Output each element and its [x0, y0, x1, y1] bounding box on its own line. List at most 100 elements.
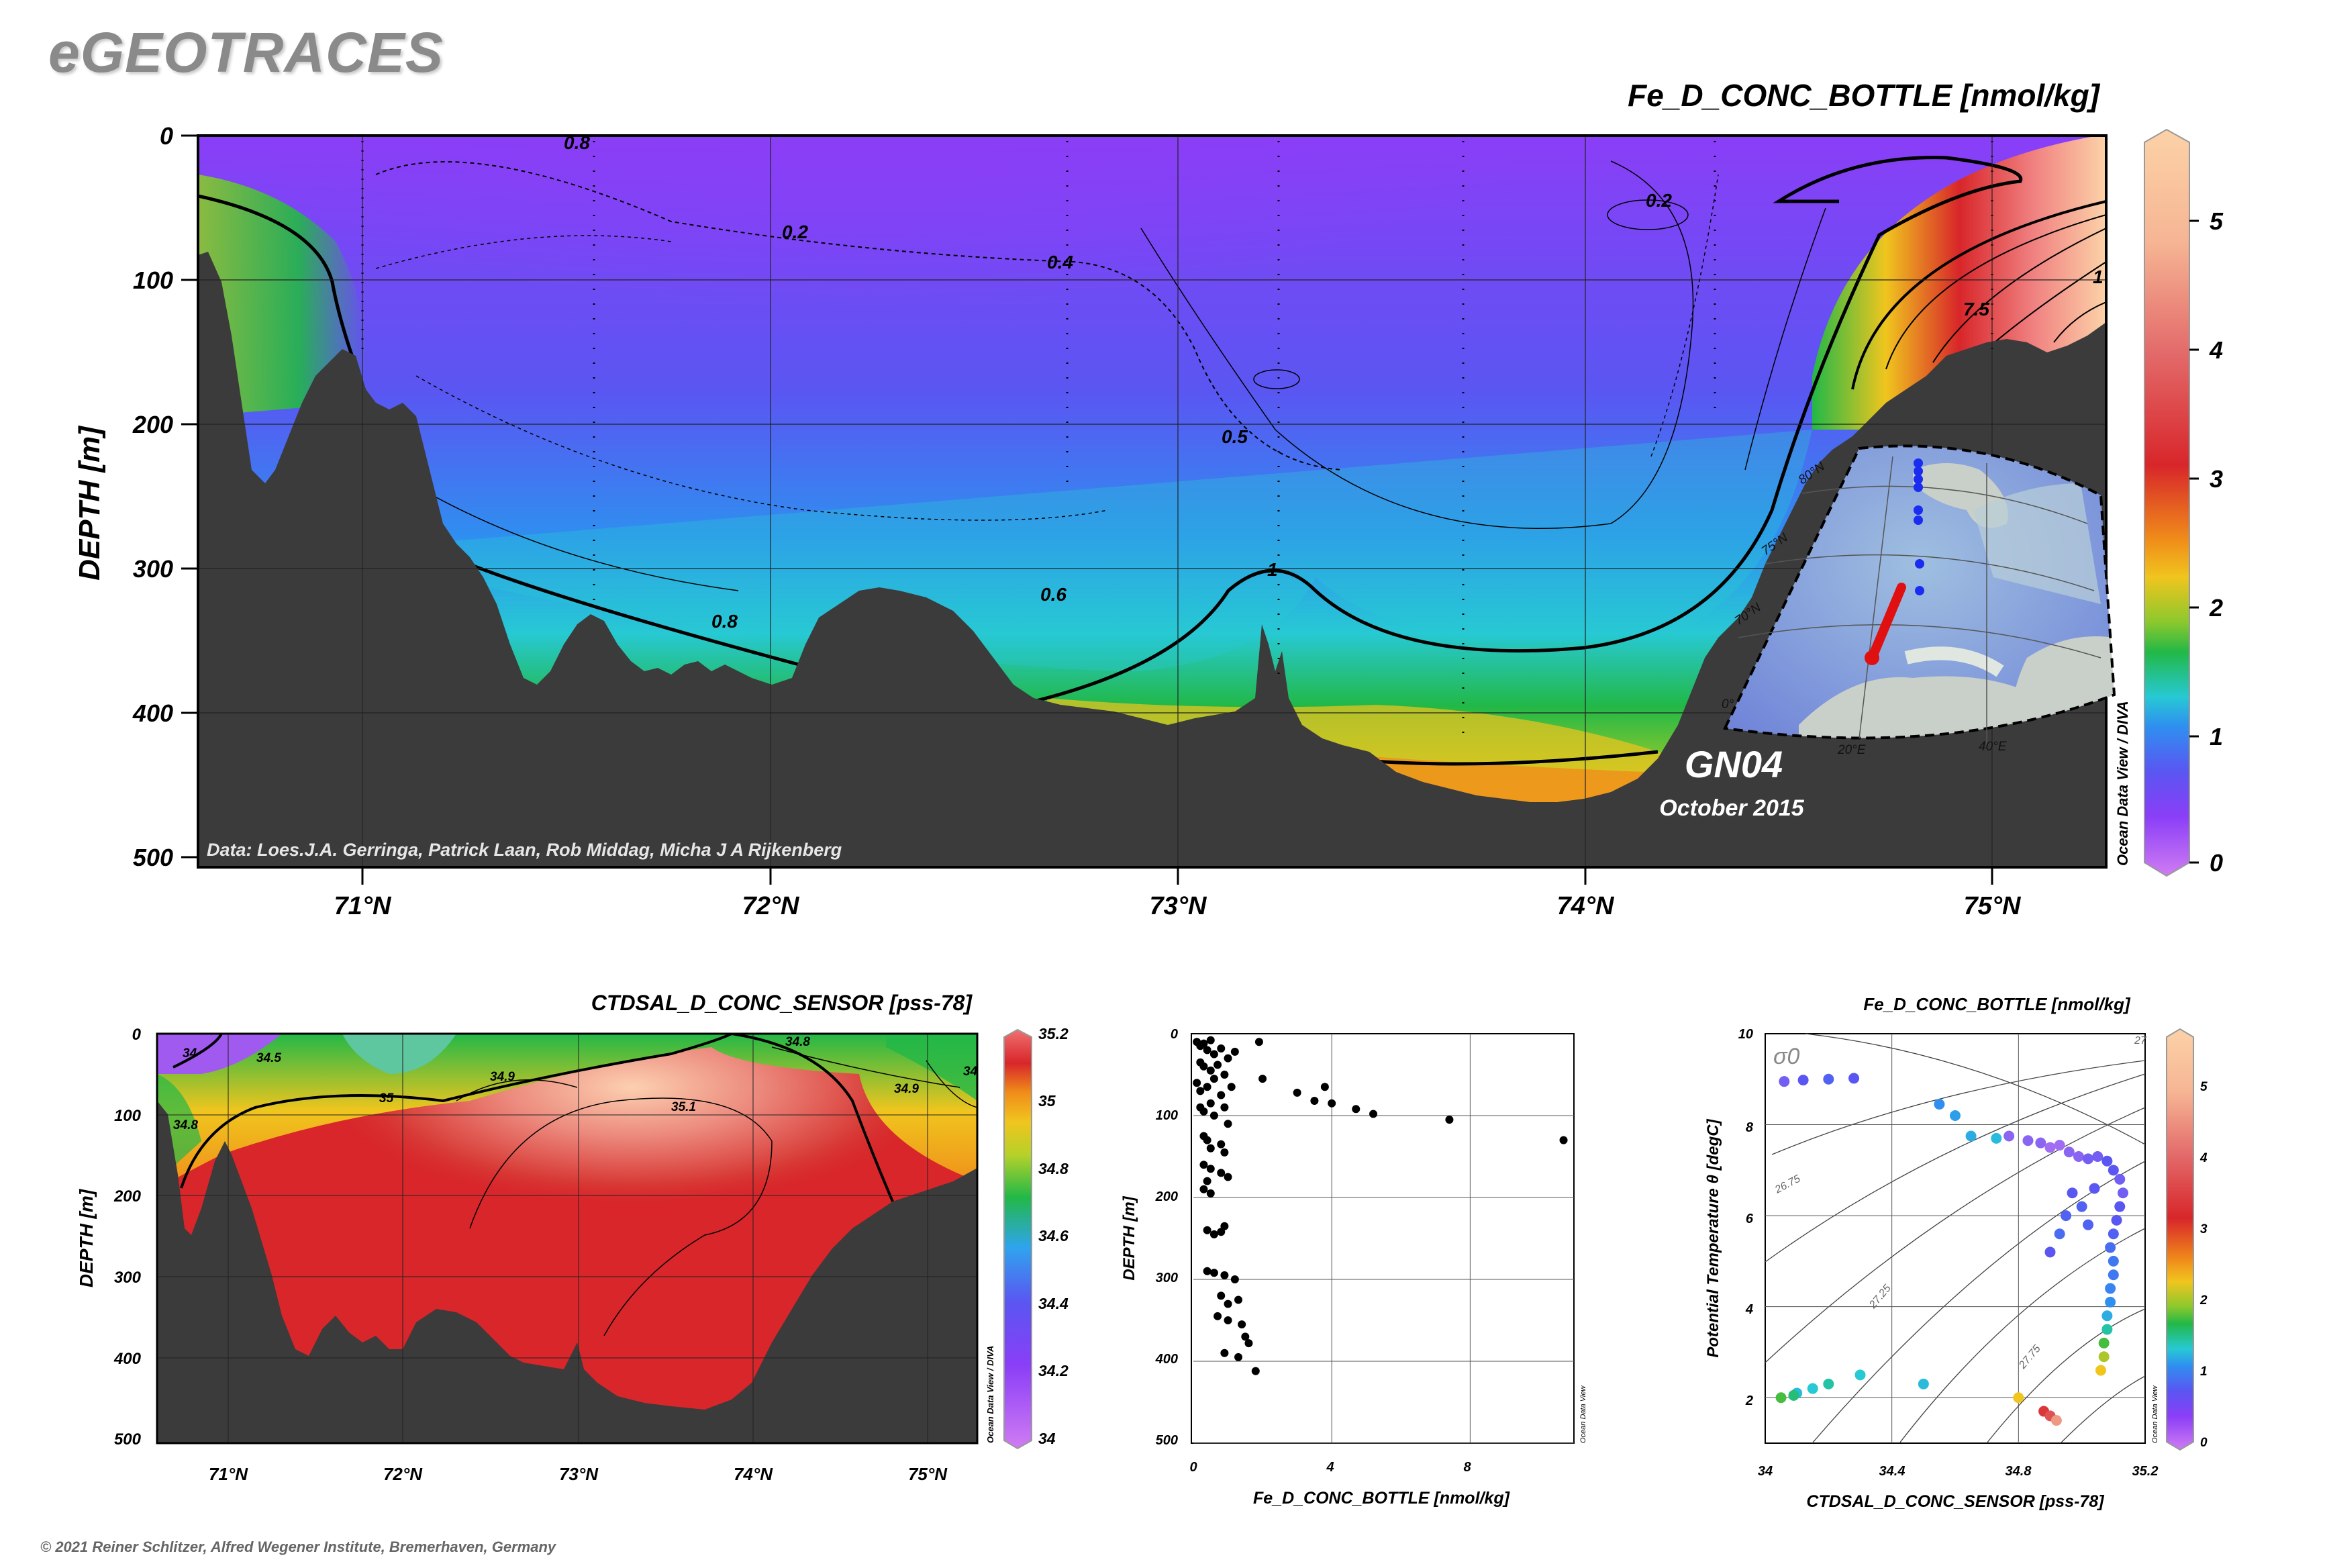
egeotraces-logo: eGEOTRACES [48, 21, 444, 84]
profile-point [1328, 1099, 1336, 1108]
salinity-x-tick: 72°N [383, 1464, 423, 1484]
ts-point [2022, 1135, 2034, 1146]
profile-point [1206, 1189, 1215, 1197]
salinity-section-title: CTDSAL_D_CONC_SENSOR [pss-78] [591, 991, 973, 1015]
profile-point [1203, 1083, 1211, 1091]
fe-contour-label: 0.4 [1047, 252, 1073, 273]
profile-point [1244, 1339, 1253, 1348]
profile-point [1199, 1039, 1208, 1048]
fe-profile-scatter-chart: DEPTH [m] 0 100 200 300 400 500 0 4 8 Fe… [1120, 1027, 1587, 1508]
fe-y-tick: 500 [133, 844, 173, 871]
ts-point [1788, 1389, 1799, 1401]
profile-point [1224, 1054, 1232, 1063]
profile-point [1238, 1320, 1246, 1329]
salinity-y-tick: 400 [113, 1350, 142, 1368]
salinity-colorbar-tick: 34 [1038, 1430, 1056, 1447]
profile-odv-label: Ocean Data View [1579, 1385, 1587, 1443]
fe-data-credit: Data: Loes.J.A. Gerringa, Patrick Laan, … [207, 840, 842, 860]
fe-colorbar-tick: 4 [2209, 336, 2223, 364]
salinity-y-tick: 300 [114, 1269, 142, 1287]
fe-colorbar-tick: 5 [2210, 207, 2224, 235]
ts-point [2083, 1219, 2094, 1230]
fe-contour-label: 7.5 [1963, 299, 1989, 320]
ts-colorbar-tick: 2 [2199, 1293, 2208, 1308]
salinity-colorbar-tick: 34.8 [1038, 1160, 1069, 1177]
salinity-colorbar-tick: 34.2 [1038, 1362, 1069, 1379]
profile-point [1206, 1066, 1215, 1075]
profile-point [1445, 1116, 1454, 1124]
profile-point [1217, 1091, 1226, 1099]
ts-point [2089, 1183, 2100, 1194]
fe-contour-label: 0.2 [782, 222, 808, 242]
ts-x-tick: 35.2 [2132, 1464, 2159, 1479]
ts-scatter-chart: Fe_D_CONC_BOTTLE [nmol/kg] σ0 26.75 27.2… [1704, 994, 2208, 1511]
profile-point [1352, 1105, 1360, 1114]
profile-point [1220, 1148, 1229, 1157]
profile-point [1214, 1312, 1222, 1320]
ts-point [1775, 1392, 1787, 1404]
profile-x-tick: 4 [1326, 1460, 1334, 1475]
ts-isopycnal-label: 27 [2134, 1035, 2147, 1046]
ts-x-tick: 34.4 [1879, 1464, 1905, 1479]
ts-point [1797, 1075, 1809, 1086]
fe-contour-label: 0.8 [564, 132, 590, 153]
profile-point [1241, 1332, 1250, 1341]
map-lon-label: 40°E [1979, 740, 2007, 754]
ts-point [2095, 1365, 2106, 1376]
profile-point [1209, 1230, 1218, 1238]
profile-point [1214, 1061, 1222, 1069]
ts-point [2044, 1246, 2056, 1258]
cruise-date-label: October 2015 [1659, 795, 1805, 821]
profile-point [1220, 1103, 1229, 1112]
ts-x-axis-label: CTDSAL_D_CONC_SENSOR [pss-78] [1806, 1492, 2105, 1511]
ts-point [2054, 1228, 2065, 1240]
salinity-colorbar-tick: 34.4 [1038, 1295, 1069, 1312]
ts-odv-label: Ocean Data View [2151, 1385, 2159, 1443]
profile-point [1199, 1185, 1208, 1193]
ts-point [2108, 1228, 2119, 1240]
salinity-x-tick: 71°N [209, 1464, 248, 1484]
ts-point [1965, 1130, 1977, 1142]
fe-contour-label: 1 [2093, 266, 2103, 287]
profile-point [1217, 1169, 1226, 1177]
ts-isopycnals [1765, 1033, 2146, 1444]
ts-point [2098, 1337, 2110, 1349]
profile-point [1224, 1173, 1232, 1181]
fe-section-field [198, 136, 2106, 867]
fe-x-tick: 73°N [1150, 892, 1207, 920]
salinity-section-chart: CTDSAL_D_CONC_SENSOR [pss-78] [76, 991, 1069, 1484]
fe-colorbar-tick: 3 [2210, 465, 2223, 493]
salinity-y-tick: 200 [113, 1187, 142, 1206]
fe-contour-label: 0.6 [1040, 584, 1067, 605]
profile-point [1227, 1083, 1236, 1091]
fe-section-seafloor [198, 252, 2106, 867]
fe-contour-label: 0.5 [1222, 426, 1248, 447]
ts-point [2035, 1137, 2046, 1148]
ts-point [2073, 1151, 2084, 1162]
profile-point [1199, 1161, 1208, 1169]
ts-point [1854, 1369, 1866, 1381]
salinity-odv-label: Ocean Data View / DIVA [985, 1346, 995, 1443]
map-lon-label: 0° [1722, 697, 1734, 712]
ts-colorbar [2166, 1028, 2194, 1451]
station-label: GN04 [1685, 743, 1783, 785]
salinity-contour-label: 34.8 [785, 1035, 810, 1049]
ts-point [1779, 1076, 1790, 1087]
profile-point [1206, 1165, 1215, 1173]
ts-colorbar-tick: 0 [2200, 1436, 2208, 1450]
salinity-contour-label: 35 [379, 1091, 394, 1106]
ts-point [2108, 1269, 2119, 1281]
ts-title: Fe_D_CONC_BOTTLE [nmol/kg] [1863, 994, 2131, 1014]
ts-point [2117, 1187, 2128, 1199]
profile-point [1209, 1269, 1218, 1277]
salinity-y-tick: 100 [114, 1107, 142, 1125]
profile-point [1230, 1047, 1239, 1056]
profile-point [1199, 1062, 1208, 1071]
ts-point [2098, 1351, 2110, 1363]
profile-point [1220, 1071, 1229, 1079]
profile-point [1224, 1120, 1232, 1128]
profile-point [1203, 1226, 1211, 1234]
profile-point [1293, 1088, 1301, 1097]
profile-point [1310, 1097, 1319, 1106]
fe-x-tick: 71°N [334, 892, 392, 920]
